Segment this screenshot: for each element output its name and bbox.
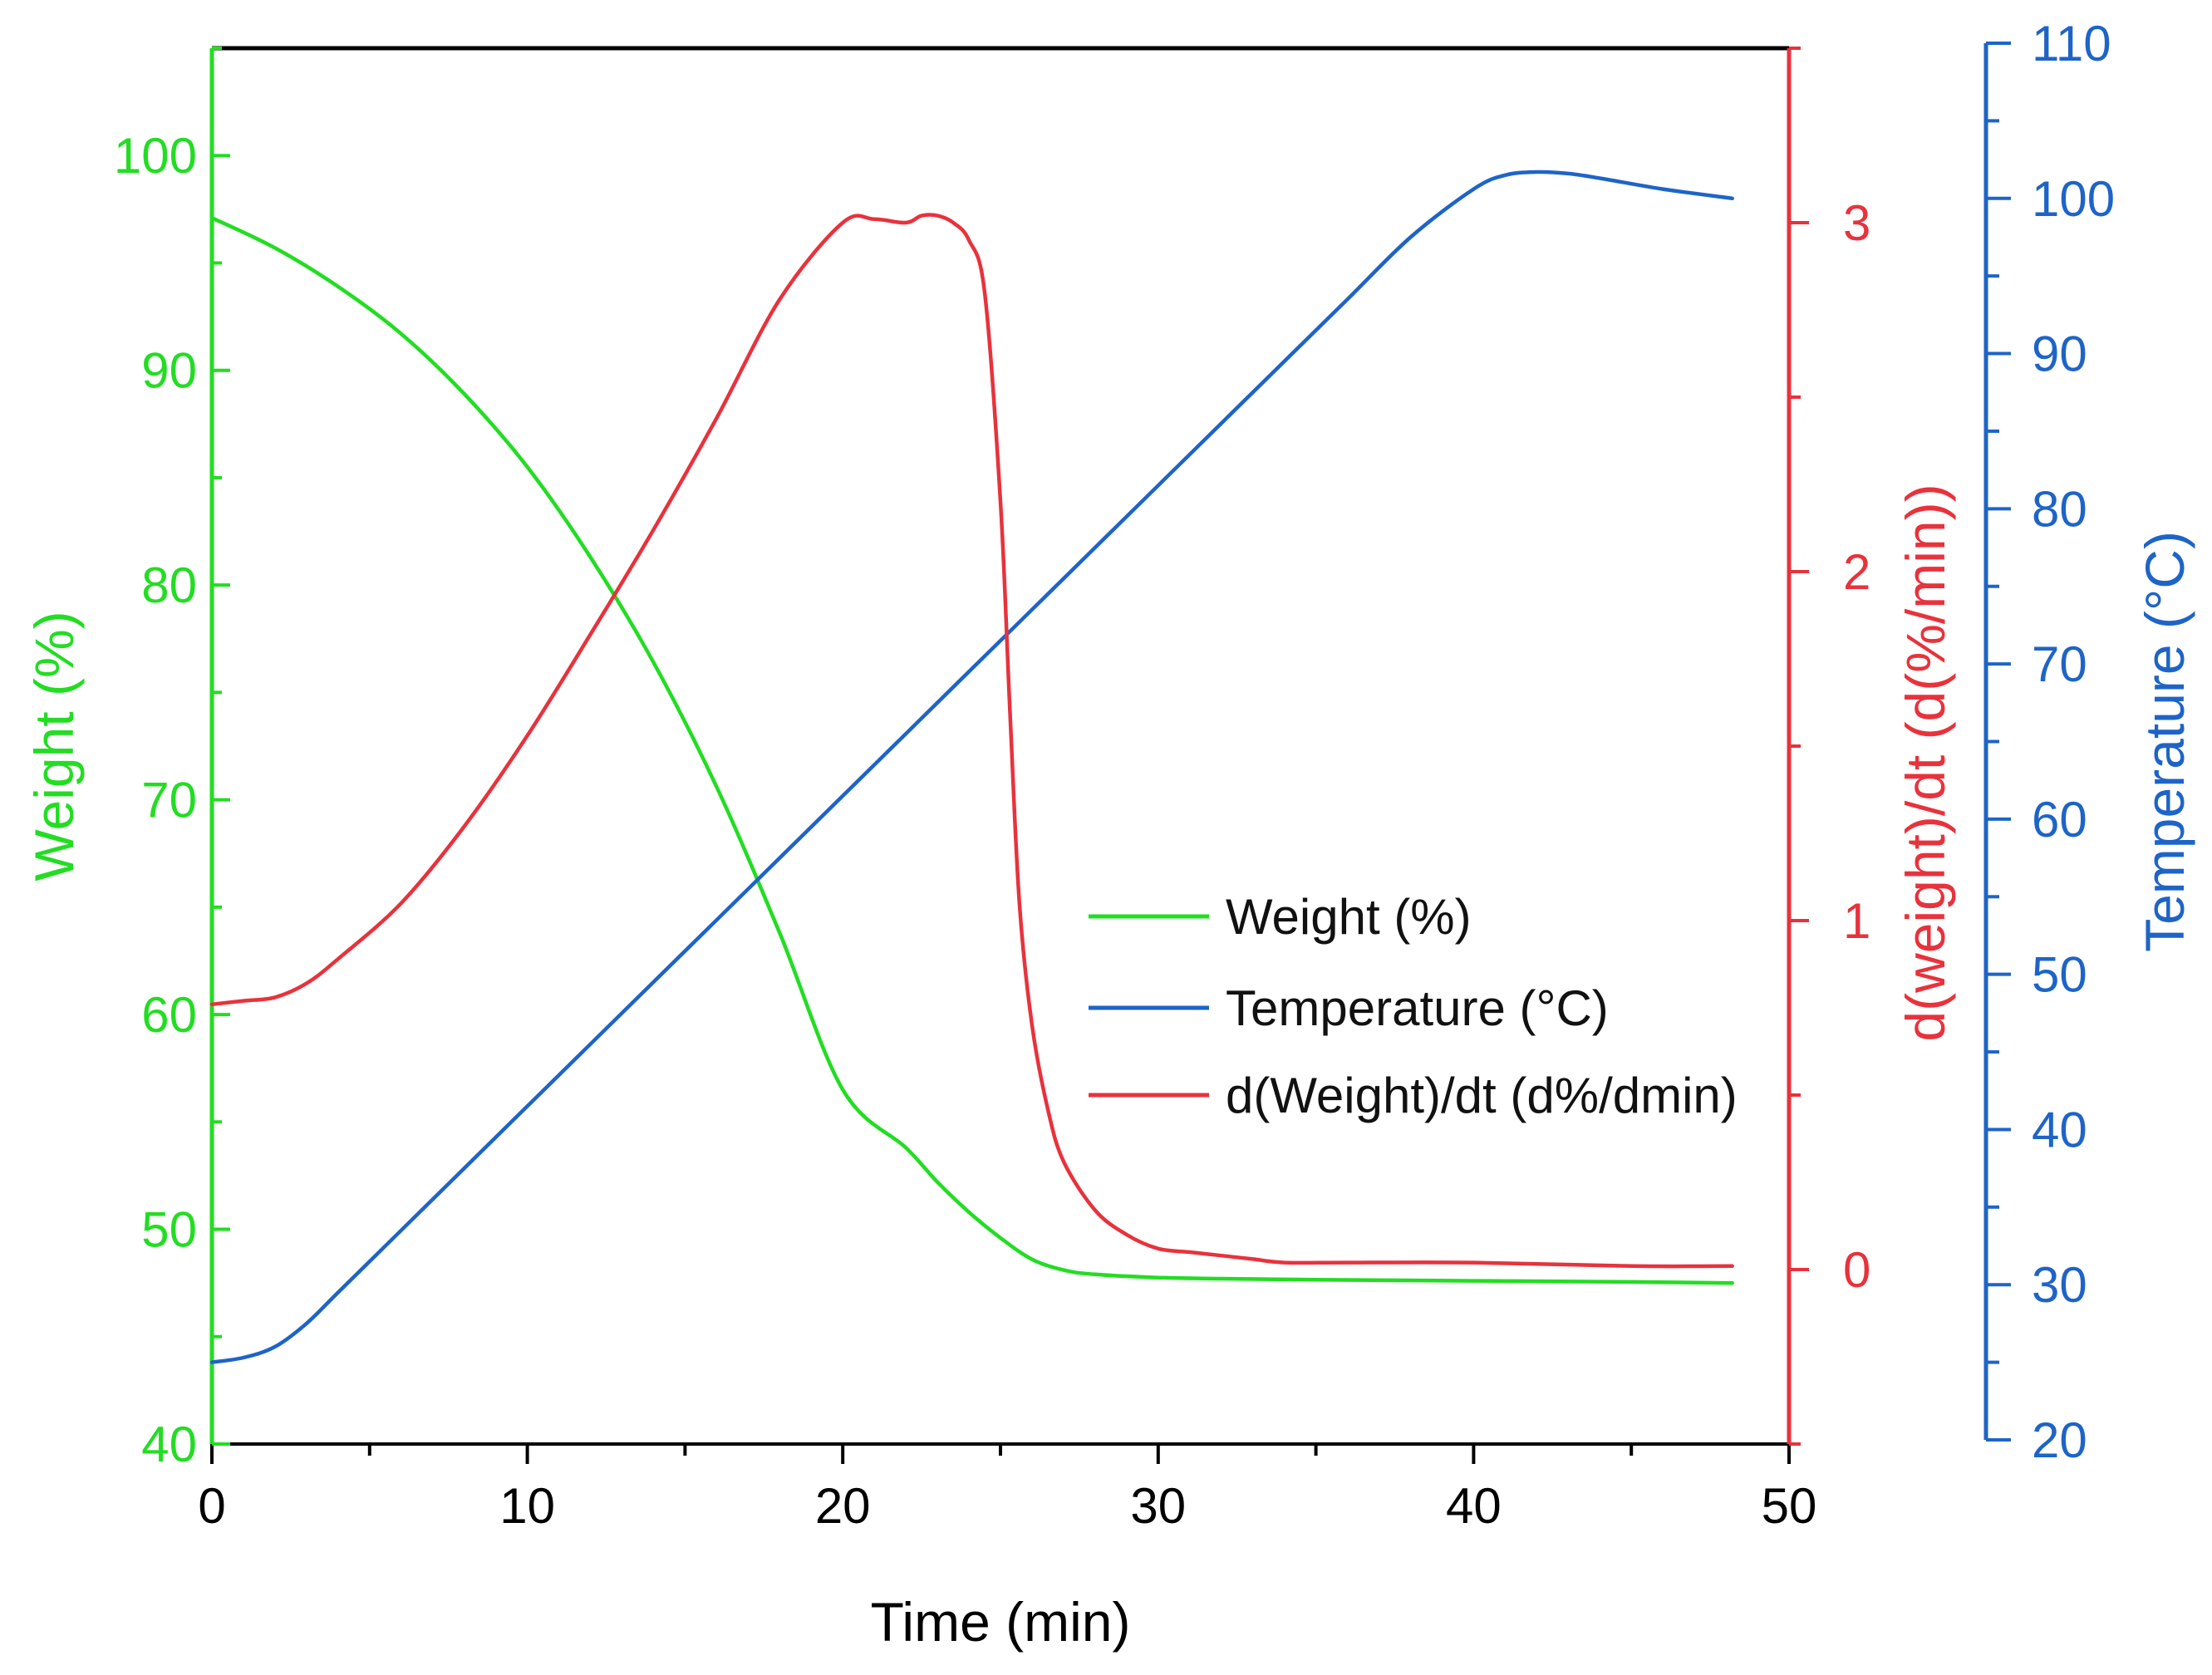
temperature-axis: 20 30 40 50 60 70 80 90 100 110 [1983,16,2115,1468]
temperature-tick-label: 40 [2032,1102,2087,1157]
weight-tick-label: 80 [141,558,197,613]
temperature-tick-label: 100 [2032,171,2115,227]
temperature-tick-label: 70 [2032,636,2087,692]
derivative-series-line [209,213,1734,1269]
plot-frame [212,46,1789,1446]
temperature-tick-label: 90 [2032,327,2087,382]
legend: Weight (%) Temperature (°C) d(Weight)/dt (… [1089,889,1738,1123]
x-axis: 0 10 20 30 40 50 [198,1444,1816,1534]
temperature-tick-label: 60 [2032,792,2087,847]
derivative-axis-title: d(weight)/dt (d(%/min)) [1895,484,1956,1041]
weight-axis: 40 50 60 70 80 90 100 [114,47,230,1472]
weight-tick-label: 90 [141,343,197,399]
temperature-tick-label: 80 [2032,481,2087,537]
temperature-tick-label: 30 [2032,1257,2087,1313]
temperature-tick-label: 50 [2032,947,2087,1003]
weight-series-line [209,215,1734,1285]
derivative-tick-label: 3 [1843,195,1870,251]
x-tick-label: 0 [198,1478,225,1534]
weight-tick-label: 60 [141,987,197,1043]
series-layer [209,169,1734,1364]
x-tick-label: 30 [1130,1478,1186,1534]
derivative-tick-label: 0 [1843,1242,1870,1298]
x-tick-label: 20 [815,1478,871,1534]
x-axis-title: Time (min) [871,1591,1131,1653]
weight-tick-label: 50 [141,1202,197,1258]
weight-tick-label: 40 [141,1417,197,1472]
weight-tick-label: 70 [141,773,197,828]
weight-axis-title: Weight (%) [23,611,85,881]
temperature-axis-title: Temperature (°C) [2134,531,2195,952]
legend-label-derivative: d(Weight)/dt (d%/dmin) [1226,1068,1738,1123]
x-tick-label: 10 [499,1478,555,1534]
weight-tick-label: 100 [114,128,197,184]
derivative-tick-label: 2 [1843,544,1870,600]
derivative-axis: 0 1 2 3 [1787,47,1870,1446]
temperature-tick-label: 20 [2032,1412,2087,1468]
derivative-tick-label: 1 [1843,893,1870,949]
legend-label-temperature: Temperature (°C) [1226,980,1609,1036]
temperature-tick-label: 110 [2032,16,2111,71]
x-tick-label: 40 [1446,1478,1502,1534]
temperature-series-line [209,169,1734,1364]
x-tick-label: 50 [1762,1478,1817,1534]
legend-label-weight: Weight (%) [1226,889,1472,945]
